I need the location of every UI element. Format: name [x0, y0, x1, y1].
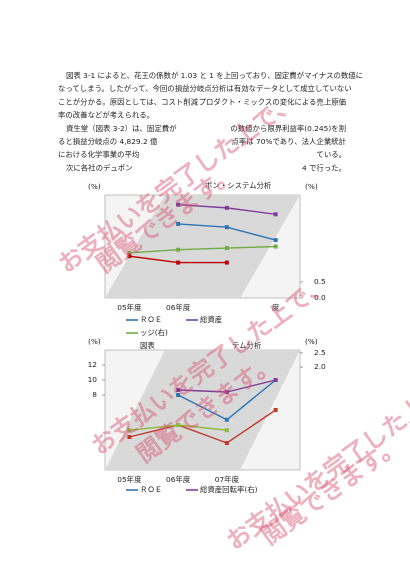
chart-title: 図表: [140, 341, 155, 350]
data-point: [176, 260, 181, 265]
data-point: [224, 390, 229, 394]
data-point: [224, 246, 229, 251]
paragraph-text: 率の改善などが考えられる。: [58, 111, 154, 120]
y2-tick-label: 2.0: [314, 362, 326, 371]
data-point: [176, 423, 181, 427]
legend-label: ッジ(右): [140, 328, 168, 337]
data-point: [176, 393, 181, 397]
content: 図表 3-1 によると、花王の係数が 1.03 と 1 を上回っており、固定費が…: [58, 71, 363, 494]
paragraph-text: ことが分かる。原因としては、コスト削減: [58, 97, 199, 106]
data-point: [224, 428, 229, 433]
data-point: [224, 260, 229, 265]
y2-tick-label: 0.5: [314, 277, 326, 286]
y2-tick-label: 0.0: [314, 293, 326, 302]
paragraph-text: 図表 3-1 によると、花王の係数が 1.03 と 1 を上回っており、固定費が…: [66, 71, 363, 80]
paragraph-text: なってしまう。したがって、今回の損益分岐点分析は有効なデータとして成立していない: [58, 84, 352, 93]
legend-label: ＲＯＥ: [140, 315, 162, 324]
y2-axis-label: (%): [305, 337, 318, 346]
x-tick-label: 06年度: [166, 303, 191, 312]
data-point: [224, 225, 229, 230]
paragraph-text: における化学事業の平均: [58, 150, 139, 159]
x-tick-label: 度: [272, 303, 280, 312]
data-point: [273, 238, 278, 243]
y-tick-label: 12: [88, 360, 97, 369]
x-tick-label: 07年度: [215, 475, 240, 484]
paragraph-text: 4 で行った。: [302, 163, 346, 172]
x-tick-label: 05年度: [117, 303, 142, 312]
data-point: [127, 435, 132, 439]
chart-title: ポン・システム分析: [205, 181, 272, 190]
paragraph-text: 次に各社のデュポン: [66, 163, 133, 172]
paragraph-text: ると損益分岐点の 4,829.2 億: [58, 137, 158, 146]
data-point: [176, 202, 181, 207]
legend-label: 総資産: [200, 315, 222, 324]
series-line: [129, 245, 276, 254]
chart-title: テム分析: [232, 341, 262, 350]
paragraph-text: の数値から限界利益率(0.245)を割: [230, 124, 346, 133]
paragraph-text: プロダクト・ミックスの変化による売上原価: [199, 97, 347, 106]
data-point: [273, 244, 278, 249]
data-point: [176, 221, 181, 226]
plot-shading: [105, 195, 300, 298]
data-point: [127, 250, 132, 255]
y-axis-label: (%): [88, 337, 101, 346]
legend-label: 総資産回転率(右): [200, 485, 258, 494]
data-point: [176, 247, 181, 252]
y-tick-label: 10: [88, 375, 98, 384]
data-point: [273, 408, 278, 412]
y-axis-label: (%): [88, 182, 101, 191]
data-point: [224, 205, 229, 210]
paragraph-text: 点率は 70%であり、法人企業統計: [232, 137, 347, 146]
data-point: [273, 378, 278, 382]
data-point: [127, 428, 132, 433]
x-tick-label: 05年度: [117, 475, 142, 484]
paragraph-text: ている。: [316, 150, 346, 159]
paragraph-text: 資生堂（図表 3-2）は、固定費が: [66, 124, 177, 133]
x-tick-label: 06年度: [166, 475, 191, 484]
legend-label: ＲＯＥ: [140, 485, 162, 494]
plot-shading: [105, 350, 300, 470]
y-tick-label: 8: [92, 390, 97, 399]
y2-tick-label: 2.5: [314, 348, 326, 357]
data-point: [224, 441, 229, 445]
data-point: [224, 417, 229, 422]
series-line: [129, 409, 277, 444]
data-point: [273, 212, 278, 217]
data-point: [127, 254, 132, 259]
data-point: [176, 388, 181, 392]
y2-axis-label: (%): [305, 182, 318, 191]
